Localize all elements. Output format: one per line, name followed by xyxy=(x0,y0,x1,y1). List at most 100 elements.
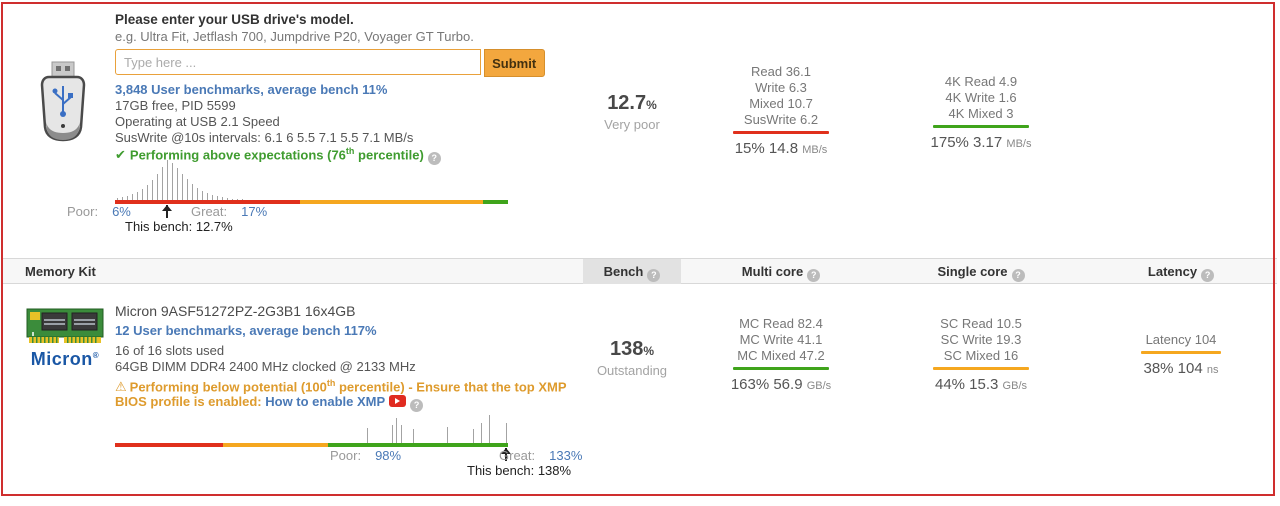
hist-tick xyxy=(137,192,138,200)
usb-this-bench-label: This bench: 12.7% xyxy=(125,219,233,234)
hist-tick xyxy=(489,415,490,443)
usb-bench-score: 12.7% Very poor xyxy=(583,92,681,132)
hist-tick xyxy=(167,160,168,200)
help-icon[interactable]: ? xyxy=(410,399,424,413)
usb-status-line: ✔ Performing above expectations (76th per… xyxy=(115,146,441,166)
hist-tick xyxy=(506,423,507,443)
hist-tick xyxy=(232,199,233,200)
memory-multi-summary: 163% 56.9 GB/s xyxy=(730,376,832,393)
memory-benchmarks-link[interactable]: 12 User benchmarks, average bench 117% xyxy=(115,323,377,338)
header-memory-kit: Memory Kit xyxy=(25,264,96,279)
xmp-help-link[interactable]: How to enable XMP xyxy=(265,394,386,410)
usb-prompt-title: Please enter your USB drive's model. xyxy=(115,12,354,27)
usb-detail-free: 17GB free, PID 5599 xyxy=(115,98,236,113)
stat-line: Mixed 10.7 xyxy=(749,96,813,111)
hist-tick xyxy=(122,197,123,200)
header-latency[interactable]: Latency? xyxy=(1081,259,1280,284)
usb-flash-drive-icon xyxy=(36,60,90,153)
bar-segment xyxy=(300,200,483,204)
stat-line: Write 6.3 xyxy=(755,80,807,95)
hist-tick xyxy=(127,196,128,200)
help-icon[interactable]: ? xyxy=(807,269,821,282)
usb-detail-speed: Operating at USB 2.1 Speed xyxy=(115,114,280,129)
stat-line: MC Mixed 47.2 xyxy=(737,348,825,363)
stat-line: SC Write 19.3 xyxy=(940,332,1022,347)
bar-segment xyxy=(115,443,223,447)
header-bench[interactable]: Bench? xyxy=(583,259,681,284)
memory-bench-rating: Outstanding xyxy=(596,363,668,378)
hist-tick xyxy=(142,189,143,200)
help-icon[interactable]: ? xyxy=(647,269,661,282)
memory-single-summary: 44% 15.3 GB/s xyxy=(934,376,1027,393)
stat-line: 4K Mixed 3 xyxy=(948,106,1014,121)
header-multi-core[interactable]: Multi core? xyxy=(681,259,881,284)
warning-icon: ⚠ xyxy=(115,379,127,395)
help-icon[interactable]: ? xyxy=(1201,269,1215,282)
memory-latency-summary: 38% 104 ns xyxy=(1143,360,1219,377)
hist-tick xyxy=(172,163,173,200)
submit-button[interactable]: Submit xyxy=(483,49,545,77)
help-icon[interactable]: ? xyxy=(427,152,441,166)
hist-tick xyxy=(187,179,188,200)
memory-kit-name: Micron 9ASF51272PZ-2G3B1 16x4GB xyxy=(115,303,356,319)
usb-bench-rating: Very poor xyxy=(604,117,660,132)
memory-multi-stats: MC Read 82.4 MC Write 41.1 MC Mixed 47.2… xyxy=(681,316,881,393)
usb-single-summary: 175% 3.17 MB/s xyxy=(930,134,1032,151)
hist-tick xyxy=(367,428,368,443)
stat-underline xyxy=(733,367,829,370)
hist-tick xyxy=(473,429,474,443)
usb-multi-summary: 15% 14.8 MB/s xyxy=(734,140,828,157)
ram-module-icon: Micron® xyxy=(24,306,106,370)
stat-line: Latency 104 xyxy=(1145,332,1217,347)
stat-line: SC Mixed 16 xyxy=(943,348,1019,363)
hist-tick xyxy=(132,194,133,200)
hist-tick xyxy=(157,174,158,200)
memory-latency-stats: Latency 104 38% 104 ns xyxy=(1081,332,1280,377)
hist-tick xyxy=(481,423,482,443)
stat-line: SusWrite 6.2 xyxy=(743,112,819,127)
usb-poor-label: Poor: 6% xyxy=(67,204,131,219)
memory-this-bench-label: This bench: 138% xyxy=(467,463,572,478)
usb-model-input[interactable] xyxy=(115,49,481,75)
hist-tick xyxy=(192,184,193,200)
usb-distribution-ticks xyxy=(115,160,509,200)
bar-segment xyxy=(328,443,508,447)
memory-poor-label: Poor: 98% xyxy=(330,448,402,463)
memory-warning: ⚠ Performing below potential (100th perce… xyxy=(115,378,567,413)
micron-logo: Micron® xyxy=(30,349,100,369)
bar-segment xyxy=(223,443,328,447)
hist-tick xyxy=(162,167,163,200)
memory-table-header: Memory Kit Bench? Multi core? Single cor… xyxy=(3,258,1277,284)
help-icon[interactable]: ? xyxy=(1011,269,1025,282)
memory-percentile-bar xyxy=(115,443,508,447)
stat-underline xyxy=(1141,351,1221,354)
memory-bench-score: 138% Outstanding xyxy=(583,338,681,378)
stat-underline xyxy=(733,131,829,134)
stat-line: 4K Write 1.6 xyxy=(945,90,1017,105)
usb-single-stats: 4K Read 4.9 4K Write 1.6 4K Mixed 3 175%… xyxy=(881,74,1081,151)
memory-bench-marker-arrow xyxy=(501,448,511,461)
bar-segment xyxy=(483,200,508,204)
memory-detail-slots: 16 of 16 slots used xyxy=(115,343,225,358)
hist-tick xyxy=(177,168,178,200)
usb-prompt-hint: e.g. Ultra Fit, Jetflash 700, Jumpdrive … xyxy=(115,29,474,44)
play-icon xyxy=(395,398,401,405)
header-single-core[interactable]: Single core? xyxy=(881,259,1081,284)
hist-tick xyxy=(217,196,218,200)
usb-percentile-histogram: Poor: 6% Great: 17% This bench: 12.7% xyxy=(67,160,509,240)
hist-tick xyxy=(413,429,414,443)
memory-detail-dimm: 64GB DIMM DDR4 2400 MHz clocked @ 2133 M… xyxy=(115,359,416,374)
usb-benchmarks-link[interactable]: 3,848 User benchmarks, average bench 11% xyxy=(115,82,388,97)
stat-line: Read 36.1 xyxy=(751,64,811,79)
hist-tick xyxy=(197,188,198,200)
hist-tick xyxy=(182,174,183,200)
hist-tick xyxy=(212,195,213,200)
hist-tick xyxy=(392,425,393,443)
hist-tick xyxy=(396,418,397,443)
stat-line: SC Read 10.5 xyxy=(940,316,1022,331)
stat-line: 4K Read 4.9 xyxy=(944,74,1018,89)
check-icon: ✔ xyxy=(115,147,126,163)
youtube-icon[interactable] xyxy=(389,395,407,408)
usb-bench-marker-arrow xyxy=(162,205,172,218)
